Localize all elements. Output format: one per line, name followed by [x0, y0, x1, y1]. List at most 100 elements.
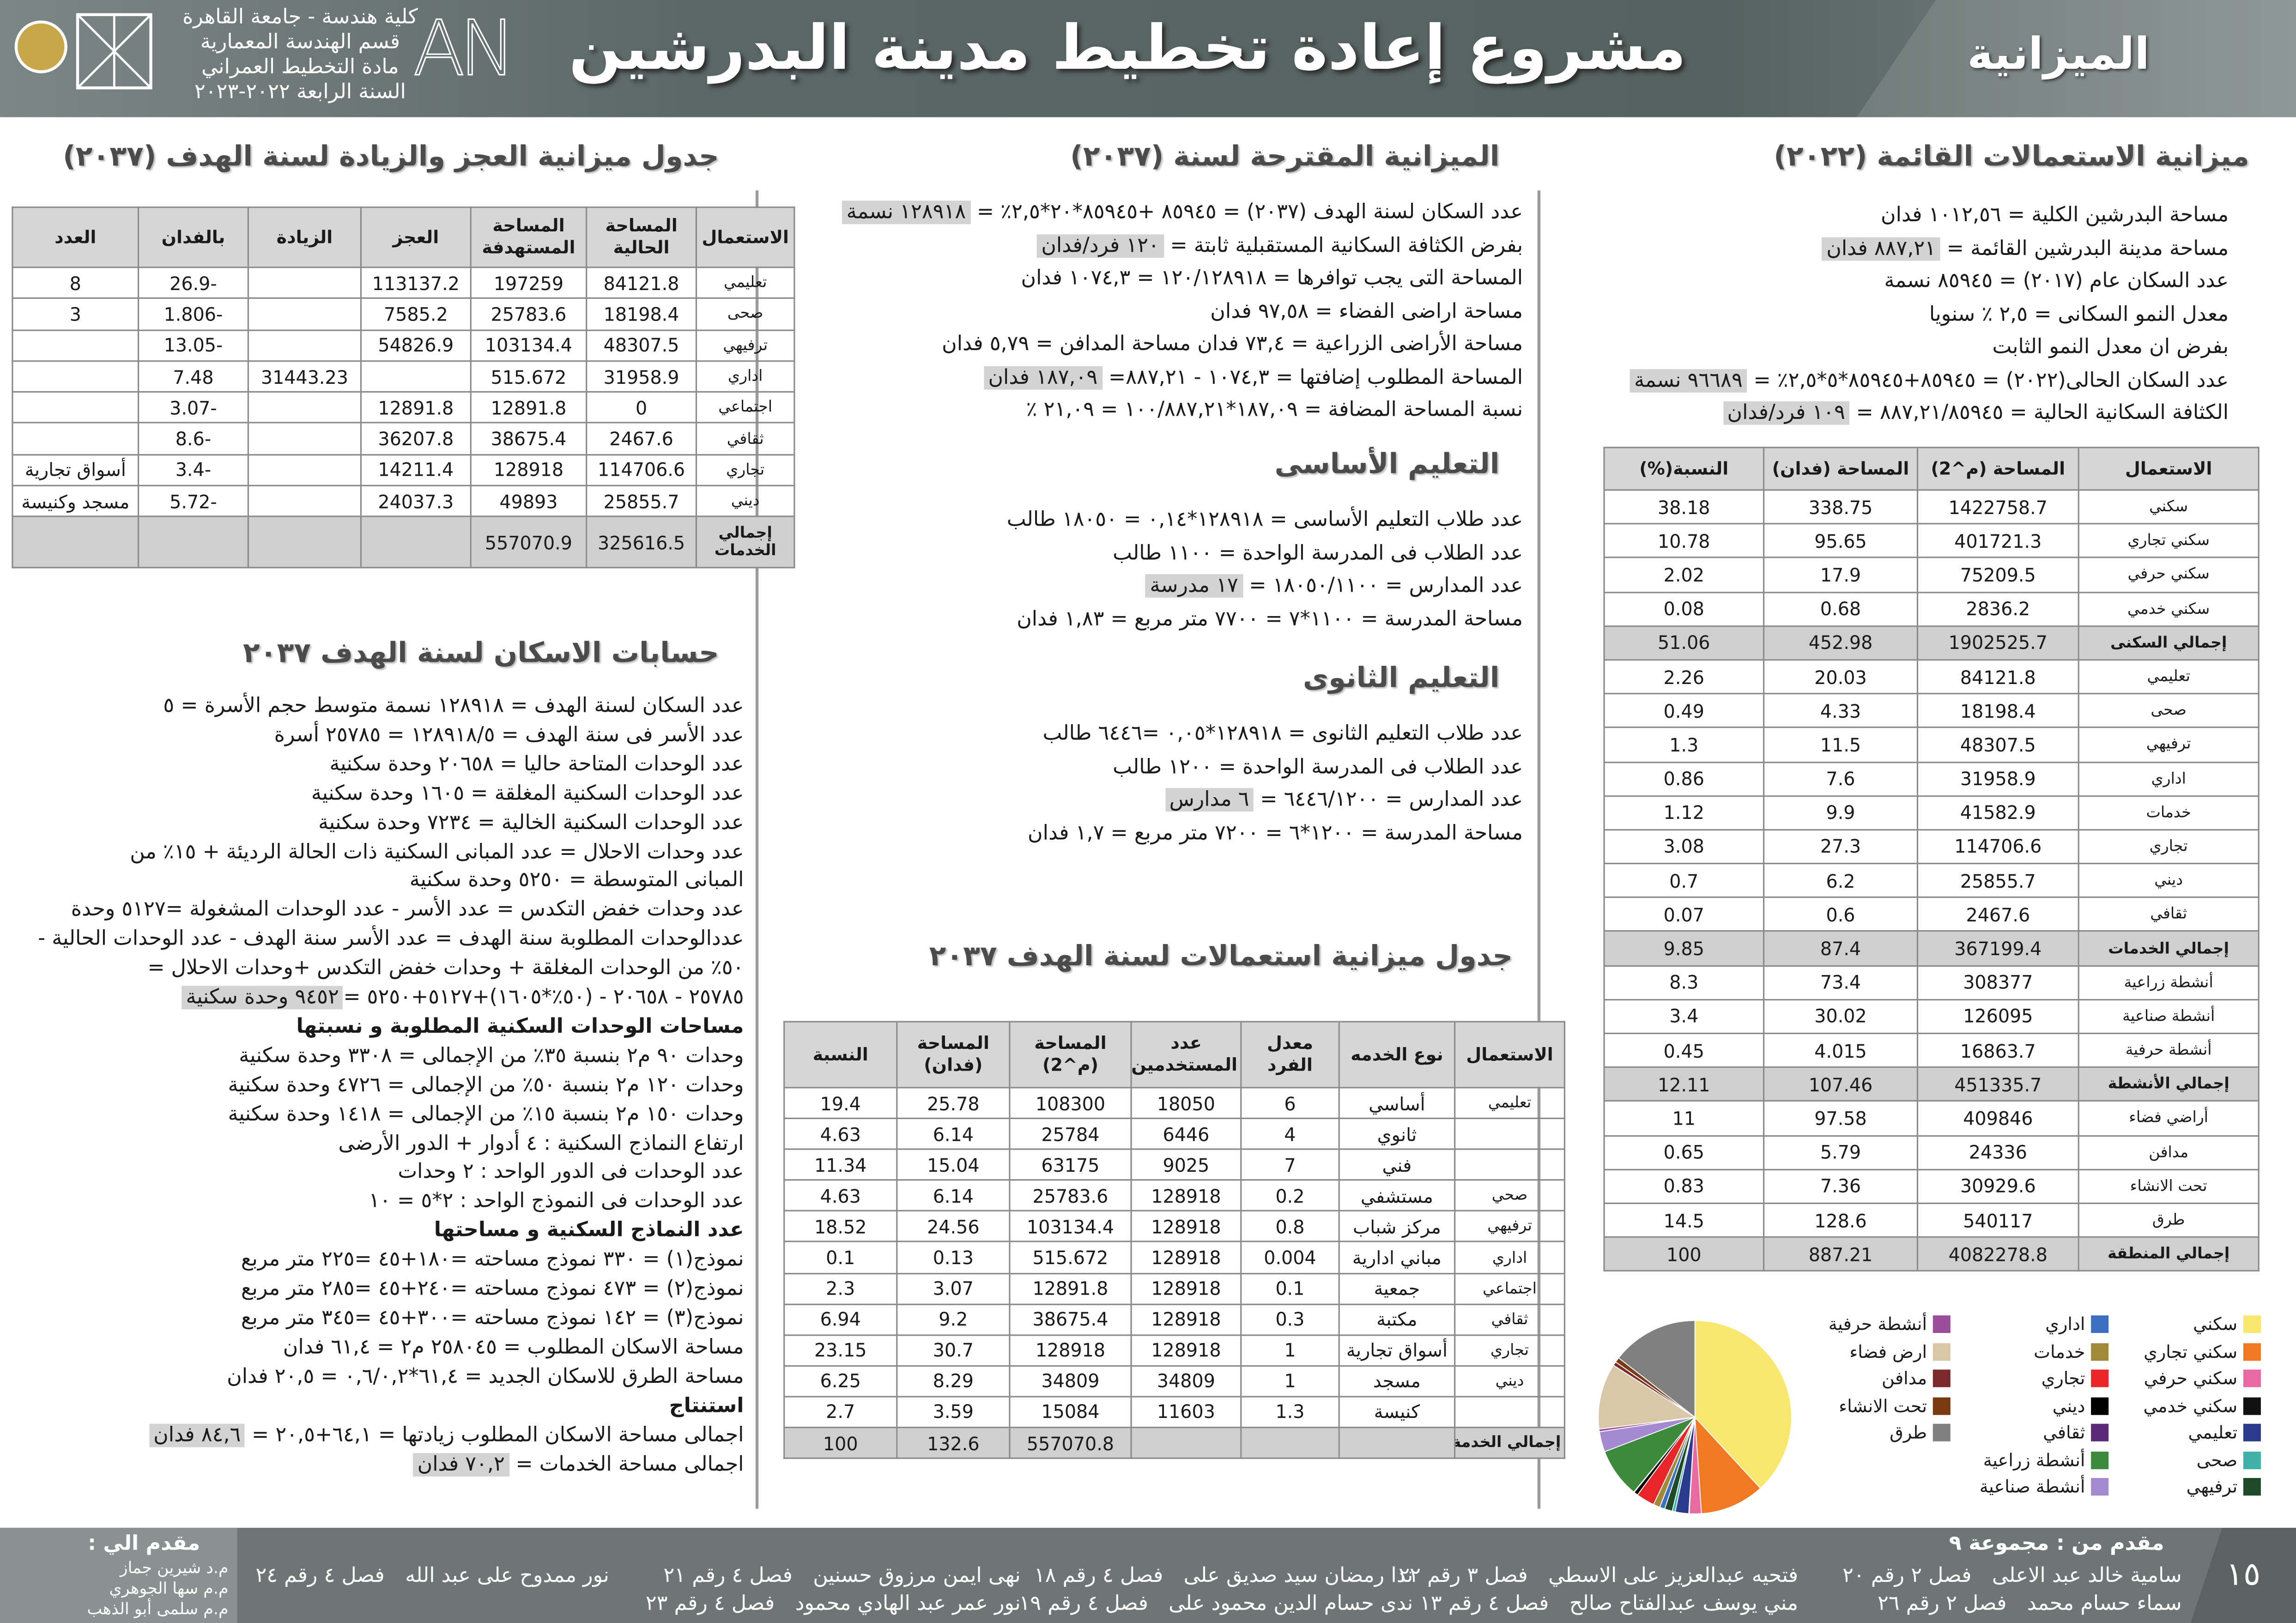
header-cell: النسبة(%) — [1603, 447, 1765, 491]
table-cell: 0.13 — [896, 1241, 1011, 1274]
table-row: فني 7 9025 63175 15.04 11.34 — [783, 1149, 1566, 1181]
table-cell: 3.07 — [896, 1272, 1011, 1305]
text-block: عدد السكان لسنة الهدف = ١٢٨٩١٨ نسمة متوس… — [38, 693, 744, 1480]
table-cell: إجمالي الخدمات — [2078, 931, 2260, 967]
student-name: نور ممدوح على عبد الله — [405, 1564, 609, 1588]
heading: جدول ميزانية العجز والزيادة لسنة الهدف (… — [63, 140, 719, 173]
legend-label: ترفيهي — [2186, 1476, 2238, 1497]
table-row: تعليمي أساسي 6 18050 108300 25.78 19.4 — [783, 1087, 1566, 1120]
text: عدد السكان لسنة الهدف (٢٠٣٧) = ٨٥٩٤٥ +٨٥… — [970, 200, 1523, 224]
table-cell: 25855.7 — [586, 484, 697, 518]
header-cell: الاستعمال — [695, 206, 795, 268]
table-cell: 2.3 — [783, 1272, 898, 1305]
text-line: عدد السكان لسنة الهدف (٢٠٣٧) = ٨٥٩٤٥ +٨٥… — [842, 196, 1523, 229]
table-cell: 23.15 — [783, 1334, 898, 1367]
table-cell: تجاري — [1454, 1334, 1566, 1367]
text-line: مساحة اراضى الفضاء = ٩٧,٥٨ فدان — [1210, 299, 1523, 323]
table-cell: 10.78 — [1603, 523, 1765, 559]
table-cell: 11603 — [1130, 1396, 1242, 1429]
table-row: ثقافي 2467.6 38675.4 36207.8 -8.6 — [12, 422, 795, 455]
table-cell: 15084 — [1009, 1396, 1132, 1429]
highlight: ٦ مدارس — [1165, 788, 1254, 812]
table-cell: 515.672 — [470, 360, 588, 393]
text-line: عددالوحدات المطلوبة سنة الهدف = عدد الأس… — [38, 927, 744, 951]
text: بفرض الكثافة السكانية المستقبلية ثابتة = — [1163, 233, 1523, 257]
table-cell: ديني — [1454, 1365, 1566, 1398]
header-cell: معدل الفرد — [1240, 1021, 1340, 1089]
legend-swatch — [2091, 1451, 2109, 1469]
table-cell: 1.3 — [1603, 727, 1765, 763]
table-cell: 7.48 — [138, 360, 249, 393]
table-cell: 95.65 — [1763, 523, 1919, 559]
table-cell — [247, 422, 362, 455]
table-cell: -13.05 — [138, 329, 249, 362]
legend-item: مدافن — [1882, 1365, 1951, 1392]
table-cell: 14.5 — [1603, 1202, 1765, 1238]
legend-label: طرق — [1890, 1422, 1927, 1443]
table-cell: 12891.8 — [470, 391, 588, 424]
table-cell — [12, 391, 139, 424]
table-cell: 87.4 — [1763, 931, 1919, 967]
table-cell: مركز شباب — [1338, 1210, 1456, 1243]
pie-chart — [1598, 1320, 1792, 1514]
table-cell: سكني تجاري — [2078, 523, 2260, 559]
table-cell: 17.9 — [1763, 557, 1919, 593]
table-cell: 451335.7 — [1916, 1066, 2079, 1102]
student: نهى ايمن مرزوق حسنين فصل ٤ رقم ٢١ — [663, 1564, 1020, 1588]
supervisors: م.د شيرين جماز م.م سها الجوهري م.م سلمى أب… — [9, 1558, 229, 1620]
table-cell: إجمالي المنطقة — [2078, 1236, 2260, 1272]
table-row: اداري مباني ادارية 0.004 128918 515.672 0.13 0… — [783, 1241, 1566, 1274]
table-cell — [247, 516, 362, 569]
table-cell: 0.7 — [1603, 863, 1765, 898]
table-cell: 1 — [1240, 1365, 1340, 1398]
table-cell: 0.8 — [1240, 1210, 1340, 1243]
table-cell: 6.2 — [1763, 863, 1919, 898]
text-line: اجمالى مساحة الاسكان المطلوب زيادتها = ٦… — [38, 1422, 744, 1451]
table-cell: سكني حرفي — [2078, 557, 2260, 593]
heading: التعليم الثانوى — [1303, 662, 1500, 695]
text: اجمالى مساحة الاسكان المطلوب زيادتها = ٦… — [245, 1423, 744, 1447]
table-row: تحت الانشاء 30929.6 7.36 0.83 — [1603, 1169, 2260, 1204]
text-line: عدد السكان لسنة الهدف = ١٢٨٩١٨ نسمة متوس… — [163, 694, 744, 718]
table-cell — [247, 484, 362, 518]
text-line: المساحة المطلوب إضافتها = ١٠٧٤,٣ - ٨٨٧,٢… — [842, 361, 1523, 394]
section-title: الميزانية — [1967, 29, 2150, 81]
table-cell: 128918 — [1009, 1334, 1132, 1367]
table-cell: 24.56 — [896, 1210, 1011, 1243]
table-cell: 38.18 — [1603, 489, 1765, 525]
table-cell: اداري — [1454, 1241, 1566, 1274]
legend-label: تحت الانشاء — [1839, 1395, 1927, 1416]
text-line: نموذج(٢) = ٤٧٣ نموذج مساحته =٢٤٠+٤٥ =٢٨٥… — [241, 1277, 744, 1301]
text-line: عدد الأسر فى سنة الهدف = ١٢٨٩١٨/٥ = ٢٥٧٨… — [274, 723, 744, 747]
table-cell: 325616.5 — [586, 516, 697, 569]
text-line: نسبة المساحة المضافة = ١٨٧,٠٩*١٠٠/٨٨٧,٢١… — [1026, 398, 1523, 422]
table-cell: تعليمي — [2078, 659, 2260, 695]
table-cell: 128918 — [1130, 1303, 1242, 1336]
table-cell: إجمالي السكنى — [2078, 625, 2260, 661]
table-cell: 38675.4 — [1009, 1303, 1132, 1336]
legend-swatch — [2091, 1342, 2109, 1360]
table-cell — [1338, 1427, 1456, 1459]
logo: AN — [412, 5, 517, 94]
table-cell: 3.08 — [1603, 829, 1765, 865]
legend-label: صحى — [2196, 1449, 2238, 1470]
table-body: تعليمي 84121.8 197259 113137.2 -26.9 8 صحى 1819… — [12, 266, 795, 569]
legend-label: اداري — [2045, 1314, 2085, 1335]
legend-item: اداري — [2045, 1311, 2109, 1337]
table-cell: 409846 — [1916, 1100, 2079, 1136]
table-cell: صحى — [2078, 693, 2260, 729]
heading: ميزانية الاستعمالات القائمة (٢٠٢٢) — [1774, 140, 2249, 173]
table-cell: 9.9 — [1763, 795, 1919, 830]
header-cell: العجز — [360, 206, 472, 268]
legend-swatch — [1933, 1342, 1951, 1360]
highlight: ١٧ مدرسة — [1145, 574, 1243, 598]
table: الاستعمال المساحة الحالية المساحة المستهدف… — [12, 206, 795, 569]
header-cell: الاستعمال — [2078, 447, 2260, 491]
table-row: اجتماعي جمعية 0.1 128918 12891.8 3.07 2.3 — [783, 1272, 1566, 1305]
legend-swatch — [2243, 1478, 2261, 1496]
table-cell: 0.49 — [1603, 693, 1765, 729]
student-class: فصل ٤ رقم ٢٤ — [255, 1564, 385, 1588]
legend-label: ديني — [2052, 1395, 2085, 1416]
table-cell: إجمالي الأنشطة — [2078, 1066, 2260, 1102]
table-row: ثقافي مكتبة 0.3 128918 38675.4 9.2 6.94 — [783, 1303, 1566, 1336]
